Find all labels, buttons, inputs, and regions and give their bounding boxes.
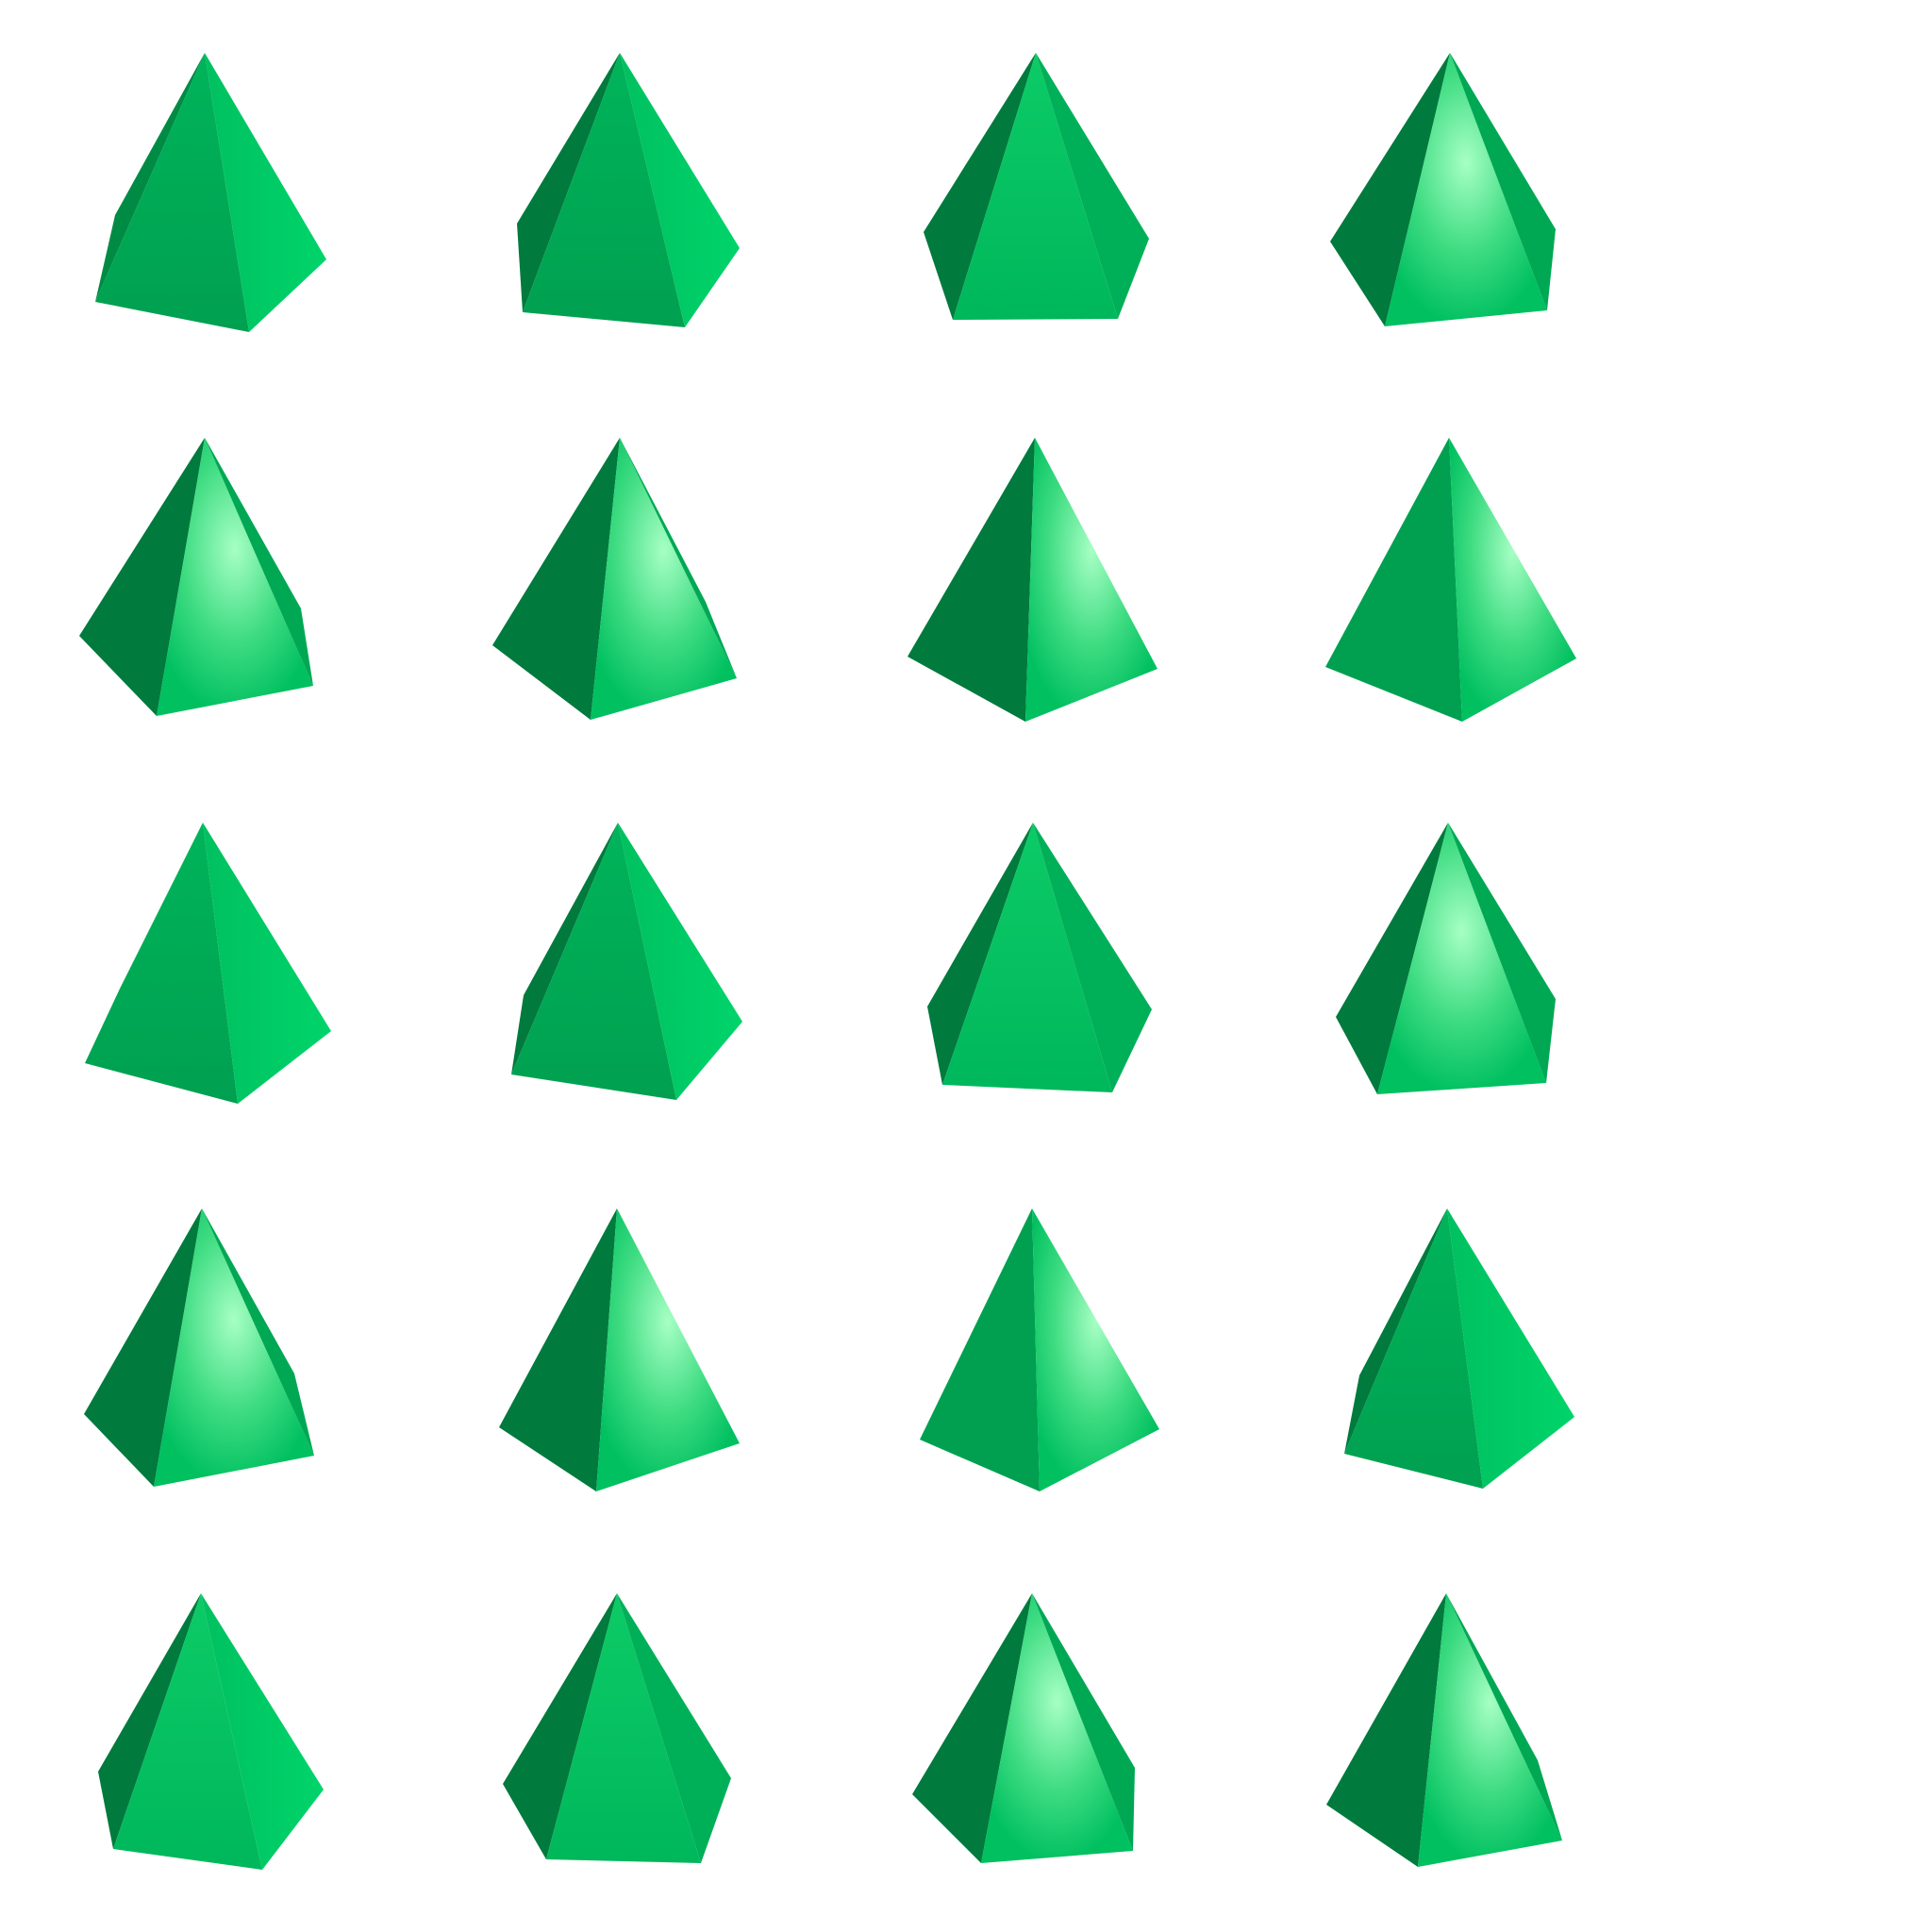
pyramid-r1-c2 [517, 53, 740, 327]
pyramid-r2-c1 [79, 438, 313, 716]
pyramid-r2-c4 [1325, 438, 1576, 722]
pyramid-r2-c2 [492, 438, 737, 720]
pyramid-r3-c3 [927, 823, 1152, 1092]
pyramid-r5-c1 [98, 1593, 324, 1870]
pyramid-r4-c4 [1344, 1208, 1574, 1489]
pyramid-r4-c2 [499, 1208, 740, 1491]
pyramid-r4-c1 [84, 1208, 314, 1487]
pyramid-r4-c3 [920, 1208, 1159, 1491]
pyramid-r1-c3 [924, 53, 1149, 320]
pyramid-r3-c2 [511, 823, 742, 1100]
pyramid-r1-c4 [1330, 53, 1556, 326]
pyramid-r2-c3 [908, 438, 1158, 722]
pyramid-r5-c4 [1326, 1593, 1562, 1867]
pyramid-r3-c1 [85, 823, 331, 1104]
pyramid-r5-c2 [503, 1593, 731, 1863]
pyramid-r5-c3 [912, 1593, 1135, 1863]
pyramid-r3-c4 [1336, 823, 1556, 1094]
pyramid-r1-c1 [95, 53, 326, 332]
